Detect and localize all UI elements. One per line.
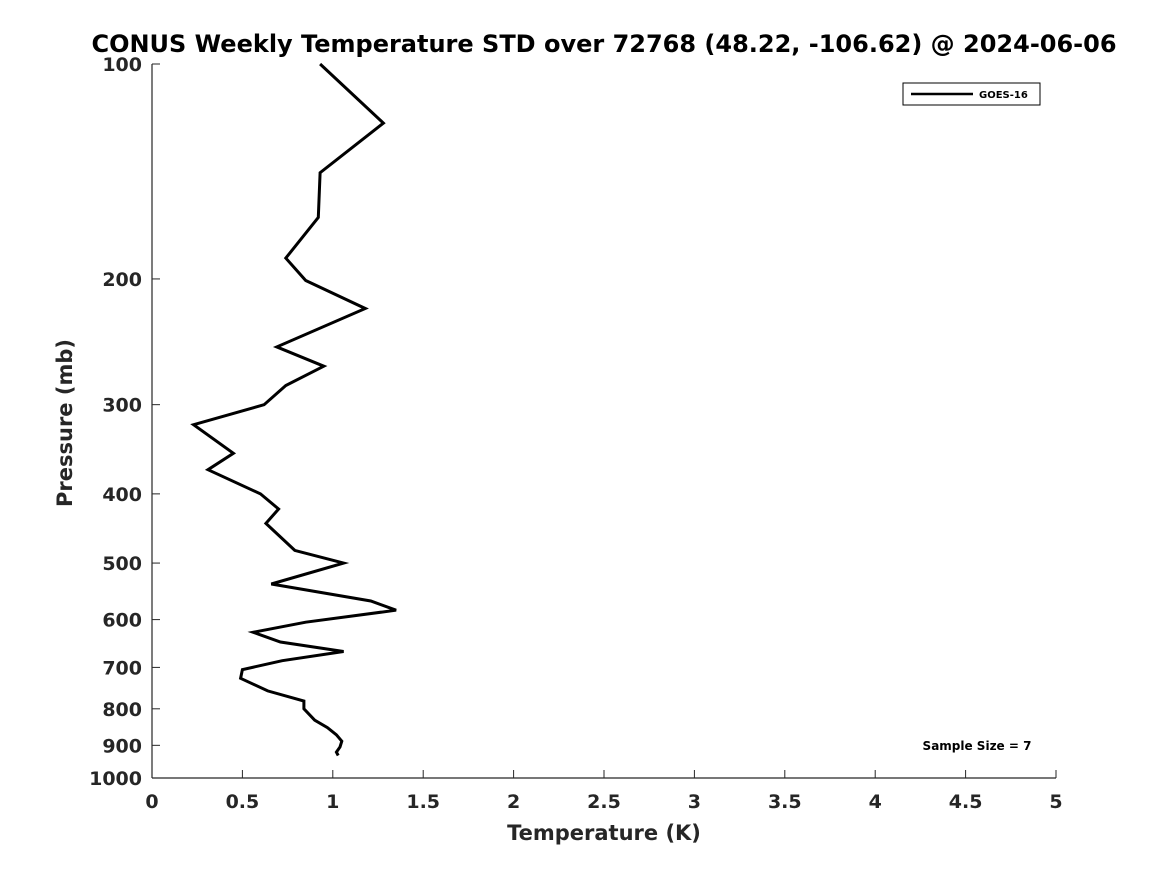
x-tick-label: 3.5 [768,791,802,813]
x-tick-label: 1 [326,791,339,813]
y-tick-label: 900 [102,735,142,757]
legend-entry-goes16: GOES-16 [979,90,1028,101]
y-tick-label: 700 [102,657,142,679]
y-tick-label: 400 [102,484,142,506]
x-tick-label: 2.5 [587,791,621,813]
y-tick-label: 1000 [89,768,142,790]
legend: GOES-16 [902,82,1041,106]
y-tick-label: 300 [102,395,142,417]
x-axis-ticks: 0 0.5 1 1.5 2 2.5 3 3.5 4 4.5 5 [145,770,1063,813]
series-layer [190,62,397,757]
y-tick-label: 600 [102,610,142,632]
y-tick-label: 800 [102,699,142,721]
x-tick-label: 4 [869,791,882,813]
y-axis-ticks: 100 200 300 400 500 600 700 800 900 1000 [89,54,160,790]
x-tick-label: 4.5 [949,791,983,813]
y-axis-label: Pressure (mb) [53,339,77,507]
x-tick-label: 1.5 [406,791,440,813]
y-tick-label: 100 [102,54,142,76]
sample-size-annotation: Sample Size = 7 [923,739,1032,753]
series-line-goes16 [190,62,397,757]
x-tick-label: 3 [688,791,701,813]
x-tick-label: 0 [145,791,158,813]
y-tick-label: 500 [102,553,142,575]
x-tick-label: 2 [507,791,520,813]
x-tick-label: 5 [1049,791,1062,813]
y-tick-label: 200 [102,269,142,291]
axes [151,64,1056,779]
chart-title: CONUS Weekly Temperature STD over 72768 … [91,30,1116,58]
x-axis-label: Temperature (K) [507,821,701,845]
x-tick-label: 0.5 [226,791,260,813]
